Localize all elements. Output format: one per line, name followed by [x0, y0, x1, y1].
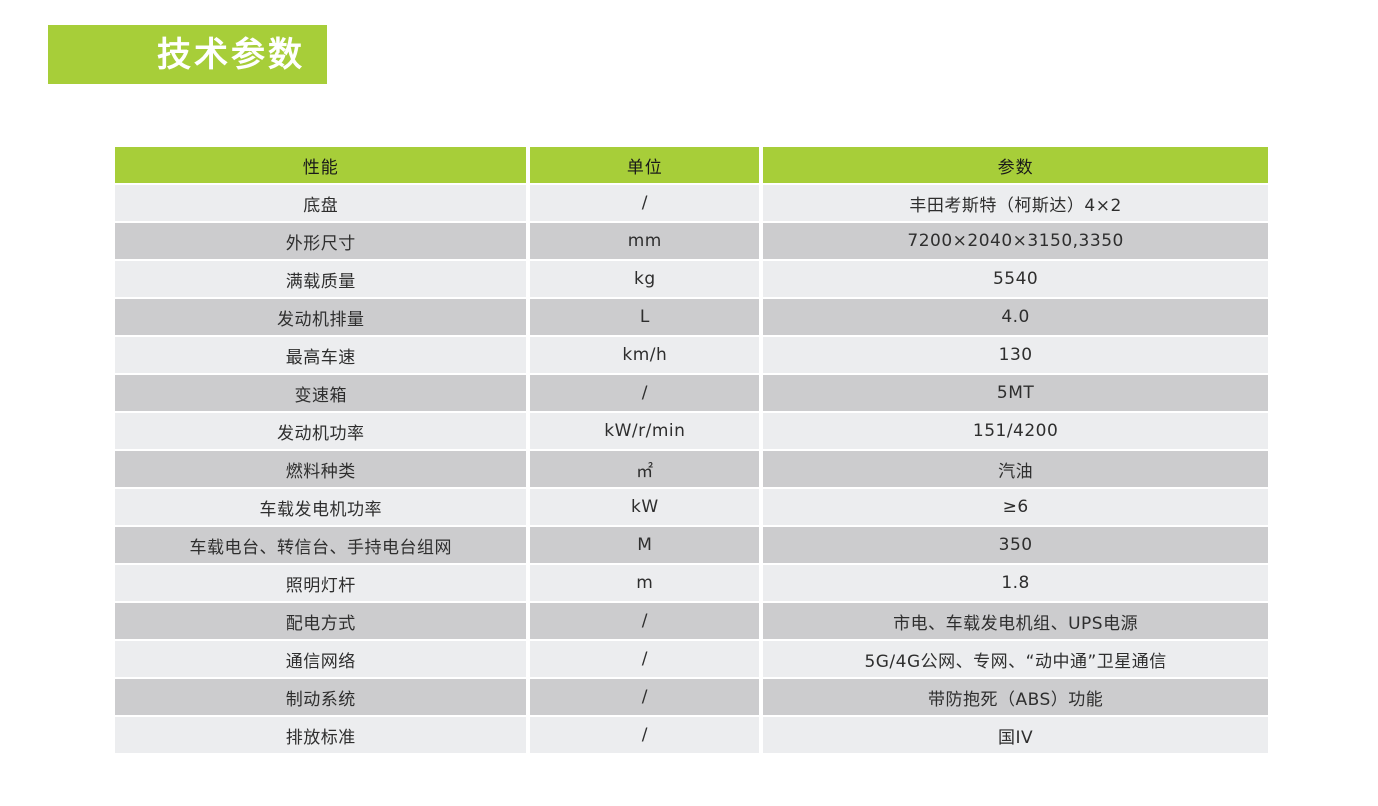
cell-parameter: 7200×2040×3150,3350 — [763, 223, 1268, 259]
table-row: 配电方式 / 市电、车载发电机组、UPS电源 — [115, 603, 1268, 639]
cell-performance: 发动机排量 — [115, 299, 527, 335]
cell-parameter: 市电、车载发电机组、UPS电源 — [763, 603, 1268, 639]
cell-unit: ㎡ — [530, 451, 760, 487]
table-row: 外形尺寸 mm 7200×2040×3150,3350 — [115, 223, 1268, 259]
technical-spec-table: 性能 单位 参数 底盘 / 丰田考斯特（柯斯达）4×2 外形尺寸 mm 7200×2040… — [111, 145, 1272, 755]
column-header-unit: 单位 — [530, 147, 760, 183]
table-row: 照明灯杆 m 1.8 — [115, 565, 1268, 601]
table-row: 满载质量 kg 5540 — [115, 261, 1268, 297]
cell-parameter: 4.0 — [763, 299, 1268, 335]
page-title: 技术参数 — [157, 34, 305, 75]
column-header-parameter: 参数 — [763, 147, 1268, 183]
cell-unit: kW/r/min — [530, 413, 760, 449]
cell-unit: / — [530, 603, 760, 639]
page-title-banner: 技术参数 — [48, 25, 327, 84]
table-row: 发动机排量 L 4.0 — [115, 299, 1268, 335]
cell-unit: / — [530, 641, 760, 677]
table-body: 底盘 / 丰田考斯特（柯斯达）4×2 外形尺寸 mm 7200×2040×3150,335… — [115, 185, 1268, 753]
table-row: 变速箱/5MT — [115, 375, 1268, 411]
cell-unit: kg — [530, 261, 760, 297]
cell-unit: kW — [530, 489, 760, 525]
cell-performance: 制动系统 — [115, 679, 527, 715]
cell-parameter: 带防抱死（ABS）功能 — [763, 679, 1268, 715]
cell-parameter: 1.8 — [763, 565, 1268, 601]
cell-unit: / — [530, 679, 760, 715]
table-header: 性能 单位 参数 — [115, 147, 1268, 183]
cell-unit: mm — [530, 223, 760, 259]
table-row: 通信网络/5G/4G公网、专网、“动中通”卫星通信 — [115, 641, 1268, 677]
table-row: 底盘 / 丰田考斯特（柯斯达）4×2 — [115, 185, 1268, 221]
cell-performance: 通信网络 — [115, 641, 527, 677]
cell-unit: M — [530, 527, 760, 563]
table-row: 车载发电机功率 kW ≥6 — [115, 489, 1268, 525]
cell-parameter: ≥6 — [763, 489, 1268, 525]
table-row: 最高车速 km/h 130 — [115, 337, 1268, 373]
spec-table-container: 性能 单位 参数 底盘 / 丰田考斯特（柯斯达）4×2 外形尺寸 mm 7200×2040… — [111, 145, 1272, 755]
cell-unit: / — [530, 375, 760, 411]
cell-performance: 照明灯杆 — [115, 565, 527, 601]
cell-parameter: 151/4200 — [763, 413, 1268, 449]
cell-parameter: 汽油 — [763, 451, 1268, 487]
cell-unit: / — [530, 717, 760, 753]
table-row: 排放标准 / 国IV — [115, 717, 1268, 753]
cell-performance: 配电方式 — [115, 603, 527, 639]
cell-unit: L — [530, 299, 760, 335]
cell-parameter: 130 — [763, 337, 1268, 373]
cell-performance: 燃料种类 — [115, 451, 527, 487]
cell-performance: 车载发电机功率 — [115, 489, 527, 525]
cell-performance: 发动机功率 — [115, 413, 527, 449]
cell-parameter: 350 — [763, 527, 1268, 563]
cell-parameter: 5G/4G公网、专网、“动中通”卫星通信 — [763, 641, 1268, 677]
cell-performance: 排放标准 — [115, 717, 527, 753]
cell-performance: 变速箱 — [115, 375, 527, 411]
cell-performance: 外形尺寸 — [115, 223, 527, 259]
cell-parameter: 5540 — [763, 261, 1268, 297]
cell-parameter: 丰田考斯特（柯斯达）4×2 — [763, 185, 1268, 221]
cell-unit: km/h — [530, 337, 760, 373]
cell-performance: 最高车速 — [115, 337, 527, 373]
cell-performance: 底盘 — [115, 185, 527, 221]
cell-unit: m — [530, 565, 760, 601]
cell-parameter: 国IV — [763, 717, 1268, 753]
cell-unit: / — [530, 185, 760, 221]
column-header-performance: 性能 — [115, 147, 527, 183]
cell-performance: 满载质量 — [115, 261, 527, 297]
table-row: 车载电台、转信台、手持电台组网 M 350 — [115, 527, 1268, 563]
table-row: 发动机功率 kW/r/min 151/4200 — [115, 413, 1268, 449]
table-row: 制动系统 / 带防抱死（ABS）功能 — [115, 679, 1268, 715]
table-header-row: 性能 单位 参数 — [115, 147, 1268, 183]
cell-performance: 车载电台、转信台、手持电台组网 — [115, 527, 527, 563]
cell-parameter: 5MT — [763, 375, 1268, 411]
